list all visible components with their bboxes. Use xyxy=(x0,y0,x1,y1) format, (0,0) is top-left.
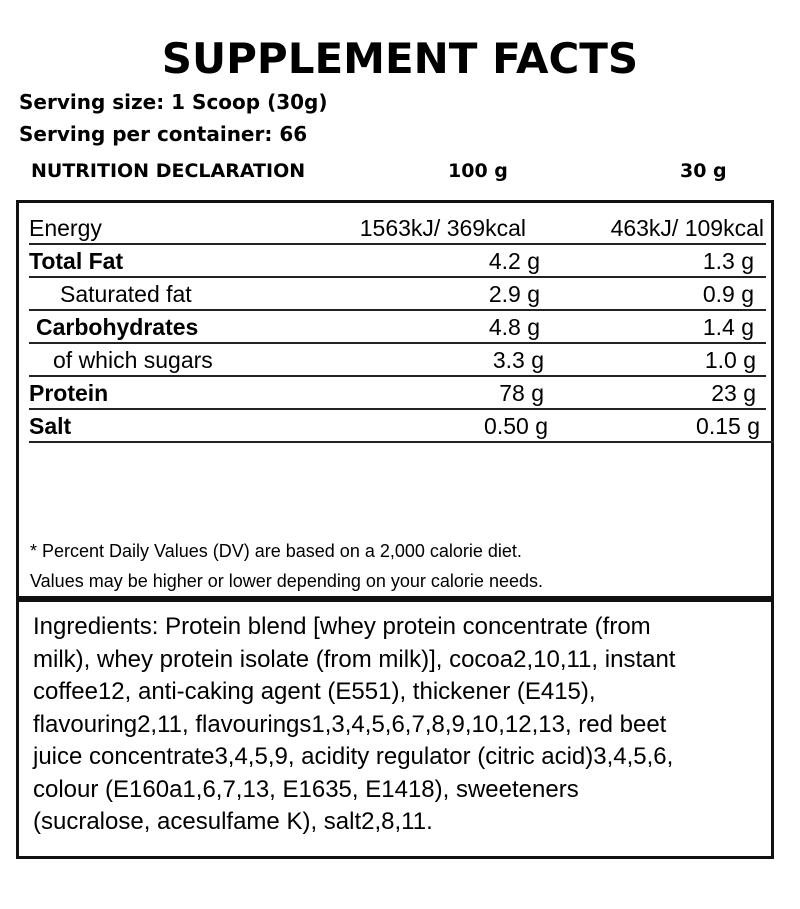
ingredients-text: Ingredients: Protein blend [whey protein… xyxy=(33,611,675,839)
servings-per-container: Serving per container: 66 xyxy=(19,122,308,146)
row-value-30g: 0.15 g xyxy=(696,413,760,439)
nutrition-table: Energy 1563kJ/ 369kcal 463kJ/ 109kcal To… xyxy=(16,200,774,602)
row-label: Saturated fat xyxy=(60,281,192,307)
table-row-protein: Protein 78 g 23 g xyxy=(29,375,766,410)
ingredients-line: Ingredients: Protein blend [whey protein… xyxy=(33,613,651,640)
table-row-salt: Salt 0.50 g 0.15 g xyxy=(29,408,774,443)
table-row-energy: Energy 1563kJ/ 369kcal 463kJ/ 109kcal xyxy=(29,210,766,245)
ingredients-line: flavouring2,11, flavourings1,3,4,5,6,7,8… xyxy=(33,710,667,738)
ingredients-line: coffee12, anti-caking agent (E551), thic… xyxy=(33,678,596,705)
serving-size: Serving size: 1 Scoop (30g) xyxy=(19,90,328,114)
row-value-30g: 0.9 g xyxy=(702,281,754,307)
row-value-100g: 2.9 g xyxy=(488,281,540,307)
row-label: Protein xyxy=(29,380,109,406)
table-row-sugars: of which sugars 3.3 g 1.0 g xyxy=(29,342,766,377)
ingredients-line: milk), whey protein isolate (from milk)]… xyxy=(33,645,676,673)
table-row-total-fat: Total Fat 4.2 g 1.3 g xyxy=(29,243,766,278)
row-label: Energy xyxy=(29,215,102,241)
table-row-carbohydrates: Carbohydrates 4.8 g 1.4 g xyxy=(29,309,766,344)
row-value-100g: 1563kJ/ 369kcal xyxy=(359,215,526,241)
row-value-30g: 1.3 g xyxy=(702,248,754,274)
ingredients-line: colour (E160a1,6,7,13, E1635, E1418), sw… xyxy=(33,775,579,803)
row-value-100g: 4.8 g xyxy=(488,314,540,340)
column-header-30g: 30 g xyxy=(680,160,727,182)
row-label: Total Fat xyxy=(29,248,124,274)
page-title: SUPPLEMENT FACTS xyxy=(161,34,639,83)
row-value-100g: 4.2 g xyxy=(488,248,540,274)
row-value-30g: 1.0 g xyxy=(704,347,756,373)
column-header-100g: 100 g xyxy=(448,160,508,182)
row-value-100g: 78 g xyxy=(499,380,544,406)
row-label: Carbohydrates xyxy=(36,314,199,340)
ingredients-line: juice concentrate3,4,5,9, acidity regula… xyxy=(33,743,674,770)
row-label: Salt xyxy=(29,413,72,439)
row-value-30g: 23 g xyxy=(711,380,756,406)
row-value-30g: 1.4 g xyxy=(702,314,754,340)
footnote-line: Values may be higher or lower depending … xyxy=(30,571,543,591)
row-label: of which sugars xyxy=(53,347,213,373)
ingredients-box: Ingredients: Protein blend [whey protein… xyxy=(16,596,774,859)
footnote-line: * Percent Daily Values (DV) are based on… xyxy=(30,541,522,561)
row-value-30g: 463kJ/ 109kcal xyxy=(610,215,764,241)
ingredients-line: (sucralose, acesulfame K), salt2,8,11. xyxy=(33,808,433,835)
row-value-100g: 3.3 g xyxy=(492,347,544,373)
row-value-100g: 0.50 g xyxy=(484,413,548,439)
table-row-saturated-fat: Saturated fat 2.9 g 0.9 g xyxy=(29,276,766,311)
nutrition-declaration-header: NUTRITION DECLARATION xyxy=(31,160,306,182)
